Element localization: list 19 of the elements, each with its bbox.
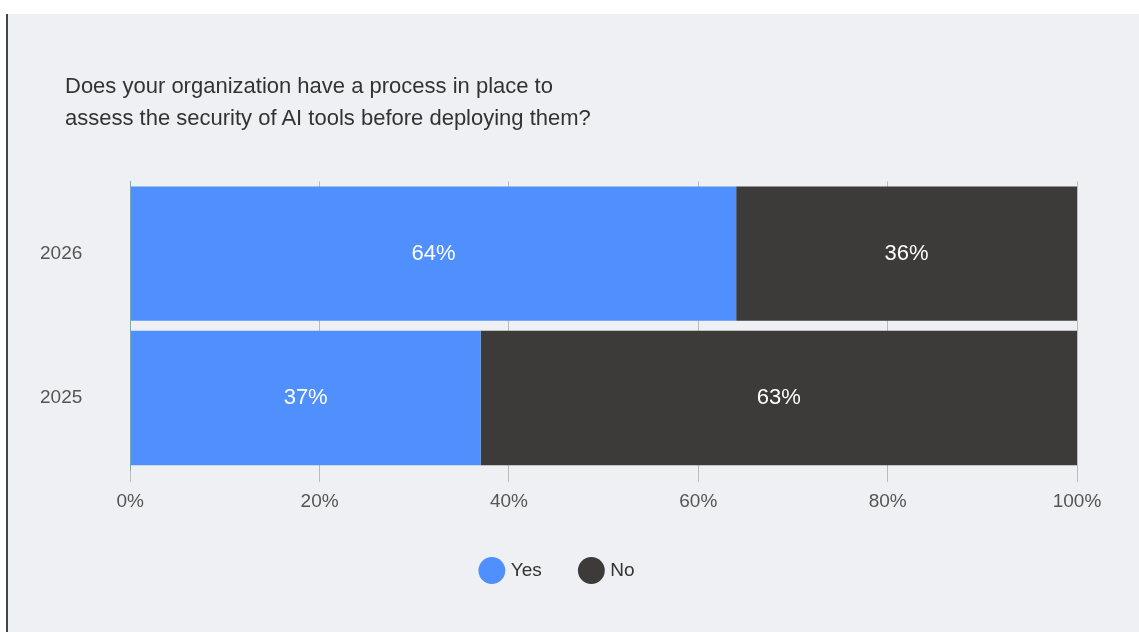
x-tick-label: 40% [489,489,529,511]
legend-label: No [610,558,635,580]
bar [480,330,1077,466]
x-tick-label: 100% [1052,489,1102,511]
x-tick-label: 20% [300,489,339,511]
x-tick-label: 80% [868,489,907,511]
y-tick-label: 2026 [40,241,83,263]
x-tick-label: 0% [116,489,145,511]
data-label: 64% [411,239,456,265]
data-label: 63% [756,384,801,410]
bar [130,186,737,321]
bar [736,186,1077,321]
bar [130,330,481,466]
x-tick-label: 60% [679,489,718,511]
y-tick-label: 2025 [40,386,83,408]
chart-title: Does your organization have a process in place to assess the security of AI tools before deploying them? [65,72,591,132]
legend-label: Yes [510,558,542,580]
data-label: 37% [283,384,328,410]
data-label: 36% [884,239,929,265]
